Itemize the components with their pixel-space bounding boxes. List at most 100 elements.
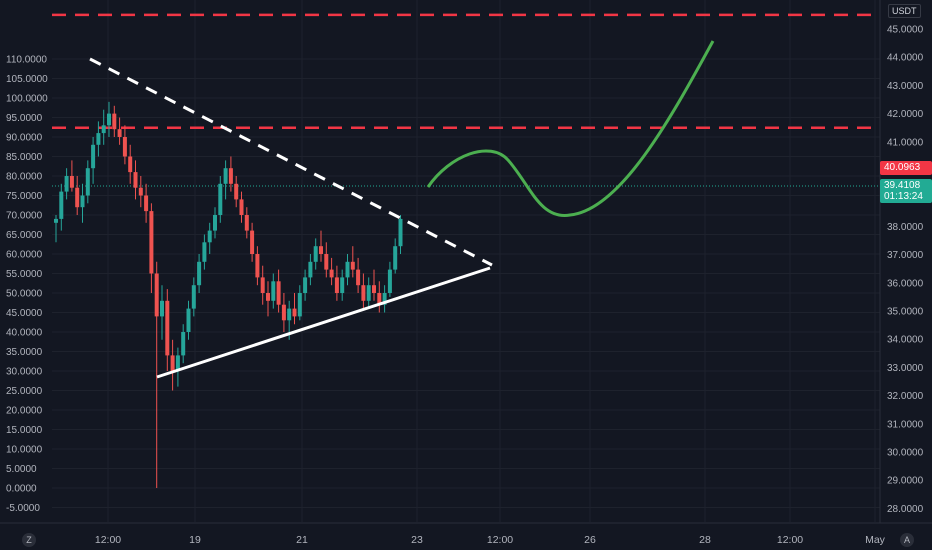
left-axis-tick: 85.0000 — [6, 152, 43, 163]
candle-body — [218, 184, 222, 215]
candle-body — [181, 332, 185, 355]
candle-body — [123, 137, 127, 157]
candle-body — [65, 176, 69, 192]
candle-body — [59, 192, 63, 219]
right-axis-tick: 45.0000 — [887, 25, 924, 36]
right-axis-tick: 34.0000 — [887, 335, 924, 346]
right-axis-tick: 32.0000 — [887, 391, 924, 402]
time-axis-tick: 28 — [699, 534, 711, 546]
left-axis-tick: 10.0000 — [6, 445, 43, 456]
candle-body — [393, 246, 397, 269]
countdown-timer: 01:13:24 — [884, 191, 928, 202]
last-price-value: 39.4108 — [884, 180, 928, 191]
candle-body — [351, 262, 355, 270]
candle-body — [134, 172, 138, 188]
left-axis-tick: -5.0000 — [6, 503, 40, 514]
candle-body — [128, 157, 132, 173]
time-axis-tick: 21 — [296, 534, 308, 546]
right-axis-tick: 37.0000 — [887, 250, 924, 261]
left-axis-tick: 40.0000 — [6, 328, 43, 339]
candle-body — [102, 125, 106, 133]
time-axis-tick: 12:00 — [487, 534, 513, 546]
candle-body — [346, 262, 350, 278]
candle-body — [75, 188, 79, 208]
left-axis-tick: 90.0000 — [6, 133, 43, 144]
candle-body — [319, 246, 323, 254]
auto-scale-button[interactable]: A — [900, 533, 914, 547]
candle-body — [308, 262, 312, 278]
candle-body — [388, 270, 392, 293]
left-axis-tick: 70.0000 — [6, 211, 43, 222]
candle-body — [330, 270, 334, 278]
candle-body — [54, 219, 58, 223]
left-axis-tick: 65.0000 — [6, 230, 43, 241]
candle-body — [250, 231, 254, 254]
left-axis-tick: 75.0000 — [6, 191, 43, 202]
candle-body — [240, 199, 244, 215]
timezone-button[interactable]: Z — [22, 533, 36, 547]
right-axis-tick: 29.0000 — [887, 476, 924, 487]
candle-body — [213, 215, 217, 231]
candle-body — [245, 215, 249, 231]
right-axis-tick: 41.0000 — [887, 137, 924, 148]
left-axis-tick: 45.0000 — [6, 308, 43, 319]
candle-body — [314, 246, 318, 262]
currency-unit-label[interactable]: USDT — [888, 4, 921, 18]
candle-body — [372, 285, 376, 293]
candle-body — [197, 262, 201, 285]
candle-body — [208, 231, 212, 243]
left-axis-tick: 80.0000 — [6, 172, 43, 183]
candle-body — [356, 270, 360, 286]
candle-body — [266, 293, 270, 301]
candle-body — [155, 274, 159, 317]
left-axis-tick: 100.0000 — [6, 94, 48, 105]
right-axis-tick: 30.0000 — [887, 448, 924, 459]
time-axis-tick: May — [865, 534, 886, 546]
right-axis-tick: 43.0000 — [887, 81, 924, 92]
candle-body — [234, 184, 238, 200]
left-axis-tick: 95.0000 — [6, 113, 43, 124]
candle-body — [86, 168, 90, 195]
left-axis-tick: 60.0000 — [6, 250, 43, 261]
candle-body — [202, 242, 206, 261]
time-axis-tick: 19 — [189, 534, 201, 546]
candle-body — [149, 211, 153, 273]
candle-body — [282, 305, 286, 321]
right-axis-tick: 35.0000 — [887, 307, 924, 318]
left-axis-tick: 35.0000 — [6, 347, 43, 358]
candle-body — [340, 277, 344, 293]
candle-body — [118, 129, 122, 137]
candle-body — [96, 133, 100, 145]
candle-body — [171, 355, 175, 371]
time-axis-tick: 12:00 — [95, 534, 121, 546]
right-axis-tick: 44.0000 — [887, 53, 924, 64]
left-axis-tick: 5.0000 — [6, 464, 37, 475]
candle-body — [293, 309, 297, 317]
time-axis-tick: 23 — [411, 534, 423, 546]
candle-body — [112, 114, 116, 130]
candle-body — [335, 277, 339, 293]
right-axis-tick: 33.0000 — [887, 363, 924, 374]
left-axis-tick: 30.0000 — [6, 367, 43, 378]
candle-body — [91, 145, 95, 168]
candle-body — [144, 196, 148, 212]
candle-body — [277, 281, 281, 304]
left-axis-tick: 110.0000 — [6, 55, 47, 66]
candle-body — [192, 285, 196, 308]
candle-body — [261, 277, 265, 293]
left-axis-tick: 15.0000 — [6, 425, 43, 436]
time-axis-tick: 26 — [584, 534, 596, 546]
right-axis-tick: 31.0000 — [887, 419, 924, 430]
candle-body — [303, 277, 307, 293]
marked-level-badge: 40.0963 — [880, 161, 932, 175]
left-axis-tick: 25.0000 — [6, 386, 43, 397]
last-price-badge: 39.4108 01:13:24 — [880, 179, 932, 203]
candle-body — [70, 176, 74, 188]
candle-body — [287, 309, 291, 321]
left-axis-tick: 0.0000 — [6, 484, 37, 495]
left-axis-tick: 20.0000 — [6, 406, 43, 417]
candle-body — [361, 285, 365, 301]
candle-body — [160, 301, 164, 317]
left-axis-tick: 105.0000 — [6, 74, 48, 85]
